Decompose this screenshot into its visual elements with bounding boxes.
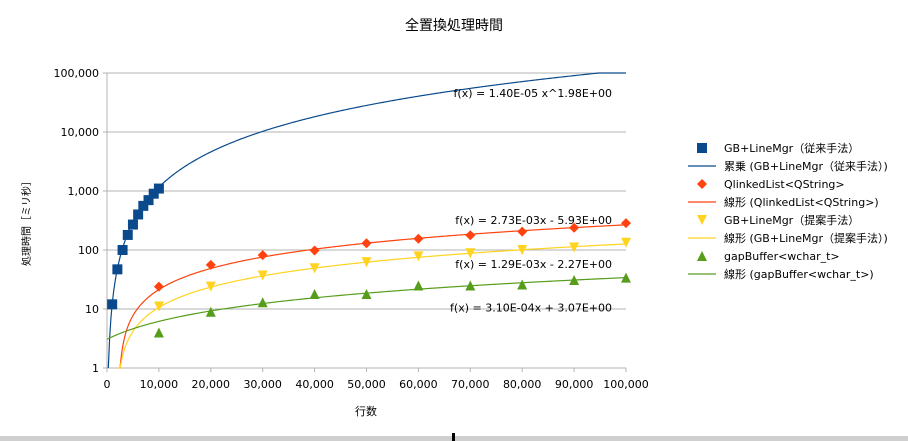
- x-tick-label: 50,000: [347, 378, 386, 391]
- x-tick-label: 70,000: [451, 378, 490, 391]
- data-point: [107, 299, 118, 310]
- legend-label: GB+LineMgr（提案手法）: [724, 213, 859, 227]
- x-tick-label: 90,000: [555, 378, 594, 391]
- legend-marker: [697, 179, 707, 189]
- x-tick-label: 100,000: [603, 378, 649, 391]
- trendline-equation: f(x) = 1.40E-05 x^1.98E+00: [454, 87, 612, 100]
- data-point: [361, 288, 372, 299]
- data-point: [153, 183, 164, 194]
- trendline: [107, 72, 626, 369]
- data-point: [122, 229, 133, 240]
- data-point: [621, 272, 631, 283]
- data-point: [148, 188, 159, 199]
- legend-label: 線形 (gapBuffer<wchar_t>): [724, 267, 874, 281]
- data-point: [153, 281, 164, 292]
- trendline: [118, 224, 627, 369]
- data-point: [309, 245, 320, 256]
- legend-marker: [697, 143, 707, 153]
- legend: GB+LineMgr（従来手法） 累乗 (GB+LineMgr（従来手法）) Qli…: [688, 141, 888, 281]
- legend-label: 線形 (QlinkedList<QString>): [724, 195, 879, 209]
- data-point: [257, 297, 268, 308]
- y-axis-label: 処理時間［ミリ秒］: [20, 176, 33, 266]
- data-point: [205, 281, 216, 292]
- chart-title: 全置換処理時間: [405, 17, 503, 34]
- legend-marker: [697, 215, 707, 225]
- data-point: [112, 264, 123, 275]
- data-point: [309, 288, 320, 299]
- data-point: [205, 259, 216, 270]
- y-tick-label: 100,000: [54, 67, 100, 80]
- x-tick-label: 30,000: [243, 378, 282, 391]
- legend-marker: [697, 251, 707, 261]
- trendline-equation: f(x) = 2.73E-03x - 5.93E+00: [455, 214, 612, 227]
- data-point: [205, 306, 216, 317]
- x-tick-label: 10,000: [140, 378, 179, 391]
- tick-labels: 1 10 100 1,000 10,000 100,000 0 10,000 20,000 30,…: [54, 67, 649, 391]
- trendline-equation: f(x) = 3.10E-04x + 3.07E+00: [450, 302, 612, 315]
- y-tick-label: 1,000: [68, 185, 100, 198]
- data-point: [465, 230, 476, 241]
- data-point: [361, 238, 372, 249]
- y-tick-label: 1: [92, 362, 99, 375]
- data-point: [361, 257, 372, 268]
- window-bottom-marker: [452, 433, 455, 441]
- y-tick-label: 100: [78, 244, 99, 257]
- x-tick-label: 40,000: [295, 378, 334, 391]
- axes: [103, 72, 627, 372]
- legend-label: QlinkedList<QString>: [724, 178, 845, 191]
- data-point: [517, 245, 528, 255]
- data-point: [569, 275, 580, 286]
- x-tick-label: 0: [104, 378, 111, 391]
- data-point: [133, 209, 144, 220]
- x-tick-label: 60,000: [399, 378, 438, 391]
- data-point: [465, 280, 476, 291]
- data-point: [569, 222, 580, 233]
- data-point: [517, 279, 528, 290]
- data-point: [413, 251, 424, 262]
- data-point: [257, 270, 268, 281]
- data-point: [153, 301, 164, 312]
- data-points: [107, 183, 631, 338]
- data-point: [153, 327, 164, 338]
- data-point: [143, 195, 154, 206]
- trendline-equation: f(x) = 1.29E-03x - 2.27E+00: [455, 258, 612, 271]
- data-point: [138, 200, 149, 211]
- data-point: [117, 245, 128, 255]
- data-point: [517, 226, 528, 237]
- data-point: [621, 218, 631, 229]
- data-point: [465, 248, 476, 259]
- trendline-equations: f(x) = 1.40E-05 x^1.98E+00 f(x) = 2.73E-0…: [450, 87, 612, 315]
- data-point: [309, 263, 320, 274]
- data-point: [621, 237, 631, 248]
- data-point: [413, 233, 424, 244]
- data-point: [127, 219, 138, 230]
- y-tick-label: 10: [85, 303, 99, 316]
- data-point: [257, 250, 268, 261]
- legend-label: GB+LineMgr（従来手法）: [724, 141, 859, 155]
- trendline: [117, 243, 627, 369]
- legend-label: 線形 (GB+LineMgr（提案手法）): [724, 231, 888, 245]
- x-tick-label: 80,000: [503, 378, 542, 391]
- data-point: [413, 280, 424, 291]
- legend-label: gapBuffer<wchar_t>: [724, 250, 840, 263]
- legend-label: 累乗 (GB+LineMgr（従来手法）): [724, 159, 888, 173]
- x-axis-label: 行数: [355, 405, 377, 418]
- y-tick-label: 10,000: [61, 126, 100, 139]
- x-tick-label: 20,000: [192, 378, 231, 391]
- data-point: [569, 242, 580, 253]
